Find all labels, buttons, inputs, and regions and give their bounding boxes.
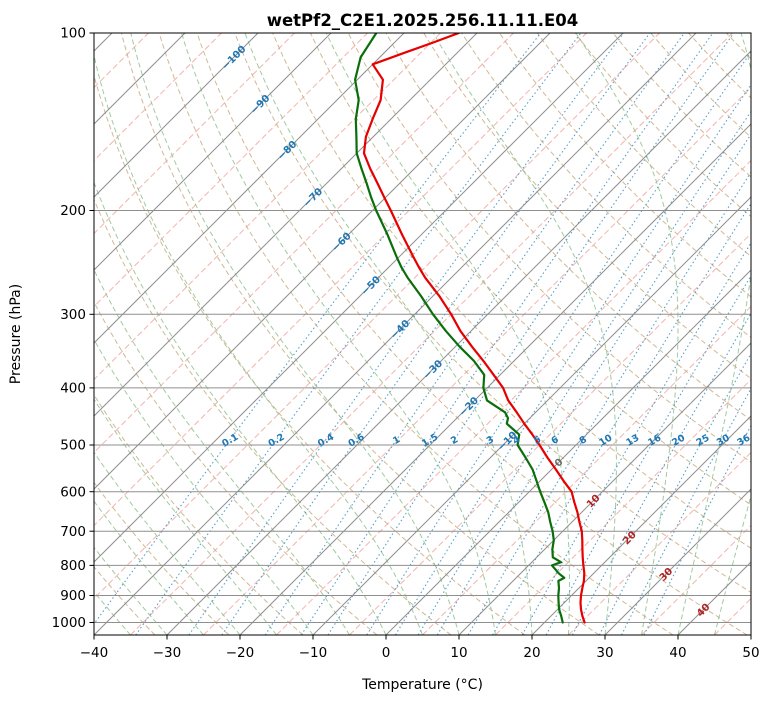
svg-text:900: 900 [60, 588, 86, 604]
svg-text:4: 4 [511, 434, 523, 447]
svg-text:1000: 1000 [52, 615, 86, 631]
dry-adiabat-lines [94, 33, 751, 635]
svg-text:800: 800 [60, 558, 86, 574]
svg-text:500: 500 [60, 438, 86, 454]
y-axis-ticks [89, 32, 94, 623]
svg-text:6: 6 [549, 434, 561, 447]
svg-text:30: 30 [596, 645, 613, 661]
isotherm-lines [94, 33, 751, 635]
svg-text:2: 2 [449, 434, 460, 447]
svg-text:700: 700 [60, 524, 86, 540]
svg-text:5: 5 [532, 434, 543, 447]
x-axis-ticks [93, 635, 752, 640]
svg-text:−10: −10 [299, 645, 328, 661]
svg-text:20: 20 [523, 645, 540, 661]
svg-text:40: 40 [669, 645, 686, 661]
svg-text:8: 8 [578, 434, 590, 447]
svg-text:3: 3 [485, 434, 496, 447]
chart-title: wetPf2_C2E1.2025.256.11.11.E04 [267, 11, 579, 30]
svg-text:10: 10 [450, 645, 467, 661]
svg-text:0: 0 [382, 645, 391, 661]
svg-text:200: 200 [60, 203, 86, 219]
x-tick-labels: −40 −30 −20 −10 0 10 20 30 40 50 [80, 645, 760, 661]
svg-text:−40: −40 [80, 645, 109, 661]
svg-text:100: 100 [60, 26, 86, 42]
svg-text:50: 50 [742, 645, 759, 661]
y-tick-labels: 100 200 300 400 500 600 700 800 900 1000 [52, 26, 86, 631]
minor-isotherm-lines [94, 33, 751, 635]
y-axis-label: Pressure (hPa) [8, 284, 24, 384]
svg-text:−20: −20 [226, 645, 255, 661]
svg-text:600: 600 [60, 484, 86, 500]
x-axis-label: Temperature (°C) [361, 677, 483, 693]
svg-text:400: 400 [60, 381, 86, 397]
temperature-curve [362, 33, 586, 624]
moist-adiabat-lines [94, 33, 751, 635]
svg-text:300: 300 [60, 307, 86, 323]
dewpoint-curve [354, 33, 566, 624]
plot-frame [93, 32, 752, 636]
mixing-ratio-lines [94, 33, 751, 635]
svg-text:1: 1 [391, 434, 402, 447]
svg-text:−30: −30 [153, 645, 182, 661]
